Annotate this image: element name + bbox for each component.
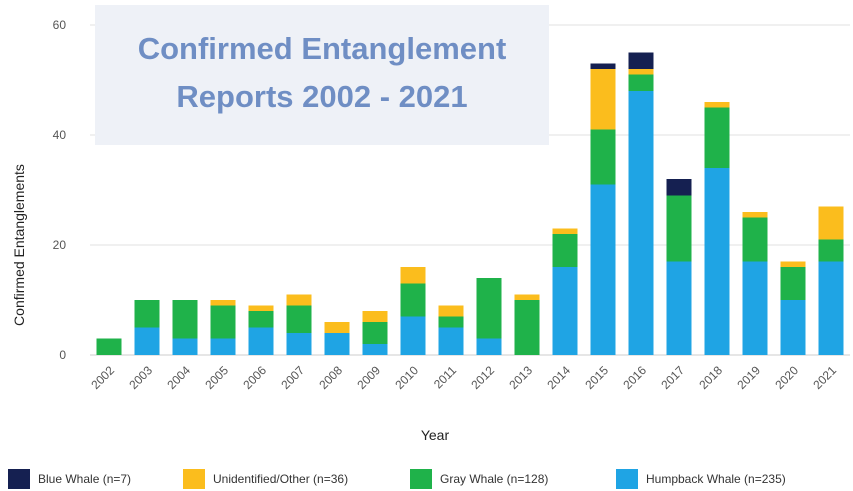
bar-humpback-whale-2003	[134, 327, 160, 355]
bar-unidentified-other-2006	[248, 305, 274, 311]
bar-humpback-whale-2016	[628, 91, 654, 355]
bar-unidentified-other-2008	[324, 322, 350, 333]
bar-humpback-whale-2017	[666, 261, 692, 355]
y-tick-label-60: 60	[53, 18, 67, 32]
x-tick-label-2016: 2016	[620, 363, 649, 392]
x-tick-label-2002: 2002	[88, 363, 117, 392]
bar-gray-whale-2011	[438, 316, 464, 328]
chart-title-line-2: Reports 2002 - 2021	[176, 79, 468, 114]
bar-gray-whale-2009	[362, 322, 388, 344]
bar-blue-whale-2016	[628, 52, 654, 69]
x-tick-label-2007: 2007	[278, 363, 307, 392]
bar-humpback-whale-2007	[286, 333, 312, 355]
bar-gray-whale-2010	[400, 283, 426, 317]
bar-unidentified-other-2007	[286, 294, 312, 306]
chart-title-box: Confirmed Entanglement Reports 2002 - 20…	[95, 5, 549, 145]
bar-humpback-whale-2008	[324, 333, 350, 355]
bar-gray-whale-2002	[96, 338, 122, 355]
bar-unidentified-other-2014	[552, 228, 578, 234]
bar-humpback-whale-2018	[704, 168, 730, 355]
bar-humpback-whale-2004	[172, 338, 198, 355]
x-tick-label-2021: 2021	[810, 363, 839, 392]
bar-gray-whale-2012	[476, 278, 502, 339]
legend-swatch-unidentified-other	[183, 469, 205, 489]
bar-humpback-whale-2012	[476, 338, 502, 355]
x-tick-label-2018: 2018	[696, 363, 725, 392]
bar-gray-whale-2005	[210, 305, 236, 339]
x-tick-label-2017: 2017	[658, 363, 687, 392]
bar-unidentified-other-2013	[514, 294, 540, 300]
x-tick-label-2006: 2006	[240, 363, 269, 392]
bar-unidentified-other-2011	[438, 305, 464, 317]
x-tick-label-2011: 2011	[431, 363, 459, 391]
legend-swatch-humpback-whale	[616, 469, 638, 489]
legend-label-gray-whale: Gray Whale (n=128)	[440, 472, 549, 486]
bar-humpback-whale-2020	[780, 300, 806, 355]
bar-unidentified-other-2010	[400, 267, 426, 284]
y-tick-label-40: 40	[53, 128, 67, 142]
bar-humpback-whale-2021	[818, 261, 844, 355]
bar-gray-whale-2017	[666, 195, 692, 262]
bar-humpback-whale-2014	[552, 267, 578, 355]
bar-gray-whale-2019	[742, 217, 768, 262]
y-tick-label-0: 0	[59, 348, 66, 362]
bar-unidentified-other-2018	[704, 102, 730, 108]
x-tick-label-2010: 2010	[392, 363, 421, 392]
bar-blue-whale-2015	[590, 63, 616, 69]
bar-unidentified-other-2009	[362, 311, 388, 322]
bar-humpback-whale-2011	[438, 327, 464, 355]
legend-item-unidentified-other: Unidentified/Other (n=36)	[183, 468, 348, 490]
bar-gray-whale-2016	[628, 74, 654, 91]
bar-blue-whale-2017	[666, 179, 692, 196]
bar-unidentified-other-2005	[210, 300, 236, 306]
legend-label-unidentified-other: Unidentified/Other (n=36)	[213, 472, 349, 486]
y-axis-title: Confirmed Entanglements	[11, 164, 27, 326]
x-axis-title: Year	[421, 427, 450, 443]
legend-item-humpback-whale: Humpback Whale (n=235)	[616, 468, 786, 490]
bar-gray-whale-2020	[780, 267, 806, 300]
legend-item-blue-whale: Blue Whale (n=7)	[8, 468, 131, 490]
y-tick-label-20: 20	[53, 238, 67, 252]
bar-gray-whale-2014	[552, 234, 578, 267]
x-tick-label-2008: 2008	[316, 363, 345, 392]
bar-unidentified-other-2016	[628, 69, 654, 75]
chart-title-line-1: Confirmed Entanglement	[137, 31, 507, 66]
bar-gray-whale-2013	[514, 300, 540, 355]
bar-gray-whale-2015	[590, 129, 616, 185]
x-tick-label-2005: 2005	[202, 363, 231, 392]
x-tick-label-2019: 2019	[734, 363, 763, 392]
bar-humpback-whale-2010	[400, 316, 426, 355]
bar-unidentified-other-2020	[780, 261, 806, 267]
bar-unidentified-other-2021	[818, 206, 844, 240]
legend-label-blue-whale: Blue Whale (n=7)	[38, 472, 132, 486]
bar-humpback-whale-2006	[248, 327, 274, 355]
bar-unidentified-other-2019	[742, 212, 768, 218]
legend-label-humpback-whale: Humpback Whale (n=235)	[646, 472, 786, 486]
bar-humpback-whale-2009	[362, 344, 388, 355]
bar-gray-whale-2007	[286, 305, 312, 333]
bar-humpback-whale-2005	[210, 338, 236, 355]
x-tick-label-2012: 2012	[468, 363, 497, 392]
bar-gray-whale-2018	[704, 107, 730, 168]
bar-unidentified-other-2015	[590, 69, 616, 130]
legend-item-gray-whale: Gray Whale (n=128)	[410, 468, 548, 490]
legend-swatch-gray-whale	[410, 469, 432, 489]
bar-gray-whale-2003	[134, 300, 160, 328]
bar-humpback-whale-2019	[742, 261, 768, 355]
bar-gray-whale-2021	[818, 239, 844, 262]
x-tick-label-2004: 2004	[164, 363, 193, 392]
bar-humpback-whale-2015	[590, 184, 616, 355]
bar-gray-whale-2006	[248, 311, 274, 328]
x-tick-label-2009: 2009	[354, 363, 383, 392]
x-tick-label-2020: 2020	[772, 363, 801, 392]
x-tick-label-2014: 2014	[544, 363, 573, 392]
x-tick-label-2013: 2013	[506, 363, 535, 392]
bar-gray-whale-2004	[172, 300, 198, 339]
x-tick-label-2015: 2015	[582, 363, 611, 392]
x-tick-label-2003: 2003	[126, 363, 155, 392]
legend-swatch-blue-whale	[8, 469, 30, 489]
